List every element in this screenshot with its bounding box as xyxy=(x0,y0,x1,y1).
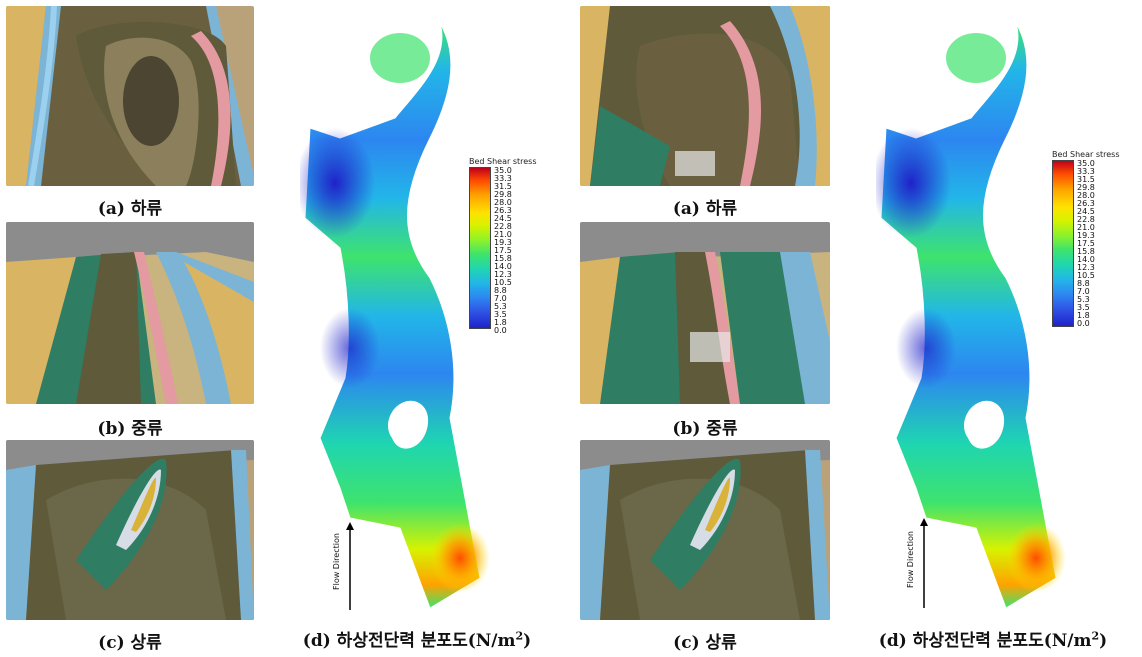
shear-stress-map-left xyxy=(295,18,540,618)
legend-tick-label: 31.5 xyxy=(1077,175,1095,184)
legend-tick-label: 15.8 xyxy=(494,254,512,263)
flow-label-right: Flow Direction xyxy=(906,531,915,588)
legend-tick-label: 28.0 xyxy=(494,198,512,207)
legend-tick-label: 5.3 xyxy=(1077,295,1090,304)
flow-label-left: Flow Direction xyxy=(332,533,341,590)
legend-tick-label: 28.0 xyxy=(1077,191,1095,200)
caption-d-left: (d) 하상전단력 분포도(N/m2) xyxy=(272,626,562,651)
caption-d-left-close: ) xyxy=(523,631,532,651)
legend-ticks-right: 35.0 33.3 31.5 29.8 28.0 26.3 24.5 22.8 21.0 19.3… xyxy=(1077,159,1095,328)
caption-c-right: (c) 상류 xyxy=(673,633,737,653)
flow-arrow-icon xyxy=(346,522,354,610)
photo-upstream-left xyxy=(6,440,254,620)
legend-tick-label: 21.0 xyxy=(494,230,512,239)
shear-stress-map-right xyxy=(871,18,1116,618)
legend-tick-label: 21.0 xyxy=(1077,223,1095,232)
legend-tick-label: 12.3 xyxy=(1077,263,1095,272)
photo-downstream-left xyxy=(6,6,254,186)
flow-arrow-icon xyxy=(920,518,928,608)
photo-midstream-left xyxy=(6,222,254,404)
caption-d-right: (d) 하상전단력 분포도(N/m2) xyxy=(848,626,1138,651)
legend-tick-label: 29.8 xyxy=(1077,183,1095,192)
legend-tick-label: 19.3 xyxy=(494,238,512,247)
legend-tick-label: 0.0 xyxy=(494,326,507,335)
legend-title-right: Bed Shear stress xyxy=(1052,150,1120,159)
legend-tick-label: 10.5 xyxy=(1077,271,1095,280)
caption-a-left: (a) 하류 xyxy=(97,199,163,219)
legend-tick-label: 14.0 xyxy=(494,262,512,271)
photo-midstream-right xyxy=(580,222,830,404)
legend-tick-label: 1.8 xyxy=(1077,311,1090,320)
legend-tick-label: 19.3 xyxy=(1077,231,1095,240)
legend-tick-label: 5.3 xyxy=(494,302,507,311)
legend-title-left: Bed Shear stress xyxy=(469,157,537,166)
legend-tick-label: 33.3 xyxy=(494,174,512,183)
legend-tick-label: 22.8 xyxy=(1077,215,1095,224)
caption-d-right-close: ) xyxy=(1099,631,1108,651)
caption-a-right: (a) 하류 xyxy=(672,199,738,219)
legend-tick-label: 26.3 xyxy=(494,206,512,215)
legend-tick-label: 29.8 xyxy=(494,190,512,199)
legend-tick-label: 26.3 xyxy=(1077,199,1095,208)
legend-tick-label: 22.8 xyxy=(494,222,512,231)
caption-b-right: (b) 중류 xyxy=(672,419,738,439)
legend-tick-label: 15.8 xyxy=(1077,247,1095,256)
legend-tick-label: 8.8 xyxy=(494,286,507,295)
caption-d-right-sup: 2 xyxy=(1091,629,1100,643)
legend-tick-label: 17.5 xyxy=(494,246,512,255)
photo-upstream-right xyxy=(580,440,830,620)
legend-tick-label: 17.5 xyxy=(1077,239,1095,248)
legend-tick-label: 1.8 xyxy=(494,318,507,327)
caption-c-left: (c) 상류 xyxy=(98,633,162,653)
legend-tick-label: 3.5 xyxy=(1077,303,1090,312)
caption-d-left-sup: 2 xyxy=(515,629,524,643)
caption-d-left-text: (d) 하상전단력 분포도(N/m xyxy=(302,631,516,651)
caption-d-right-text: (d) 하상전단력 분포도(N/m xyxy=(878,631,1092,651)
legend-tick-label: 31.5 xyxy=(494,182,512,191)
legend-tick-label: 7.0 xyxy=(494,294,507,303)
legend-colorbar-left xyxy=(469,167,491,329)
legend-tick-label: 14.0 xyxy=(1077,255,1095,264)
legend-tick-label: 24.5 xyxy=(494,214,512,223)
legend-colorbar-right xyxy=(1052,160,1074,327)
legend-tick-label: 0.0 xyxy=(1077,319,1090,328)
legend-tick-label: 10.5 xyxy=(494,278,512,287)
legend-tick-label: 12.3 xyxy=(494,270,512,279)
caption-b-left: (b) 중류 xyxy=(97,419,163,439)
legend-tick-label: 24.5 xyxy=(1077,207,1095,216)
legend-tick-label: 8.8 xyxy=(1077,279,1090,288)
flow-direction-right: Flow Direction xyxy=(906,518,946,610)
flow-direction-left: Flow Direction xyxy=(332,522,372,612)
legend-ticks-left: 35.0 33.3 31.5 29.8 28.0 26.3 24.5 22.8 21.0 19.3… xyxy=(494,166,512,335)
legend-tick-label: 35.0 xyxy=(494,166,512,175)
legend-tick-label: 7.0 xyxy=(1077,287,1090,296)
legend-tick-label: 33.3 xyxy=(1077,167,1095,176)
legend-tick-label: 3.5 xyxy=(494,310,507,319)
legend-tick-label: 35.0 xyxy=(1077,159,1095,168)
photo-downstream-right xyxy=(580,6,830,186)
